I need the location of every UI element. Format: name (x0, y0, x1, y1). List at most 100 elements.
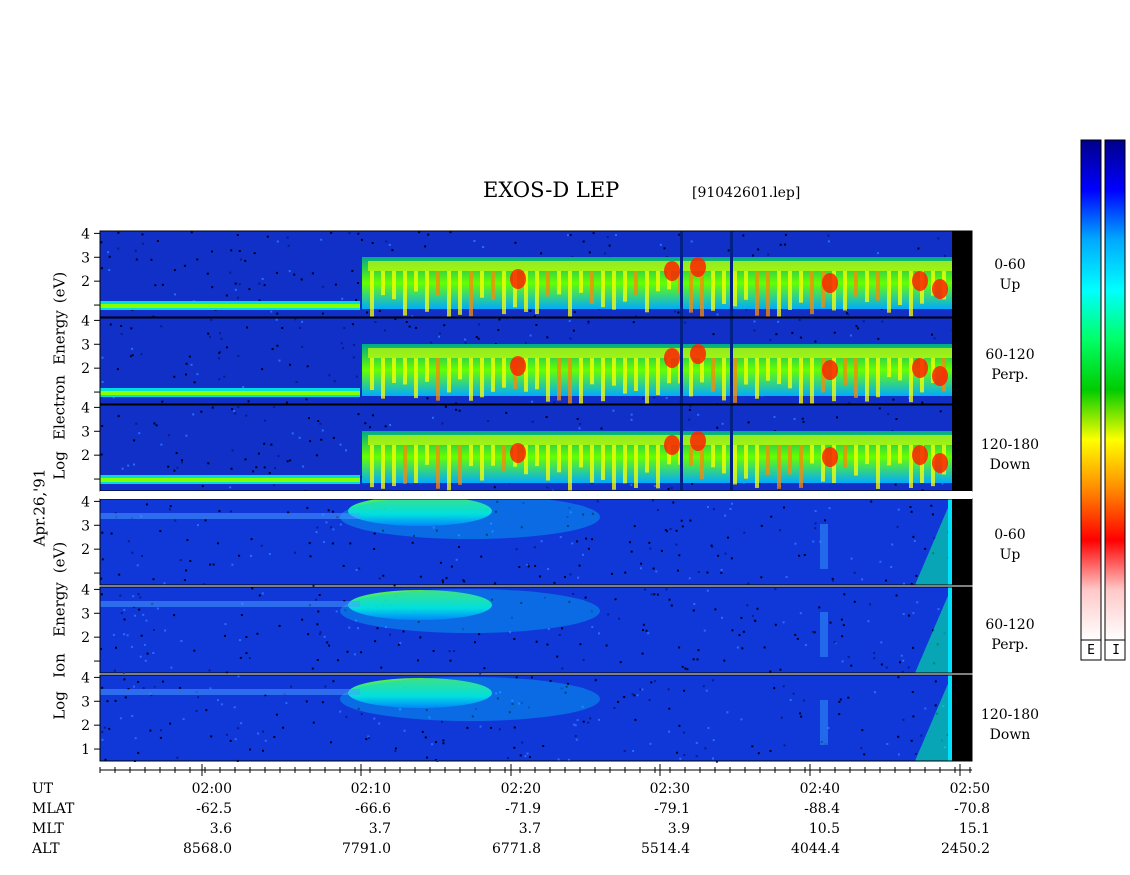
noise-dot (419, 575, 422, 578)
noise-dot (209, 563, 212, 566)
y-tick-label: 3 (81, 424, 90, 440)
y-tick-label: 3 (81, 518, 90, 534)
noise-dot (667, 487, 670, 490)
noise-dot (100, 267, 103, 270)
noise-dot (101, 356, 104, 359)
noise-dot (160, 325, 163, 328)
noise-dot (480, 555, 483, 558)
electron-striation (634, 358, 638, 392)
noise-dot (801, 417, 804, 420)
noise-dot (757, 752, 760, 755)
noise-dot (679, 757, 682, 760)
noise-dot (770, 515, 773, 518)
noise-dot (309, 555, 312, 558)
noise-dot (197, 696, 200, 699)
noise-dot (675, 529, 678, 532)
electron-striation (711, 271, 715, 311)
noise-dot (740, 718, 743, 721)
noise-dot (517, 702, 520, 705)
noise-dot (789, 699, 792, 701)
noise-dot (675, 543, 678, 546)
noise-dot (487, 420, 490, 422)
noise-dot (100, 593, 103, 596)
noise-dot (697, 571, 700, 573)
electron-hot-spot (664, 435, 680, 455)
noise-dot (702, 685, 705, 688)
noise-dot (123, 633, 126, 636)
noise-dot (415, 326, 417, 329)
noise-dot (544, 596, 546, 599)
noise-dot (924, 547, 927, 550)
noise-dot (394, 747, 397, 750)
noise-dot (777, 320, 780, 323)
electron-striation (612, 271, 616, 310)
noise-dot (430, 341, 433, 344)
electron-ylabel-electron: Electron (50, 375, 69, 440)
noise-dot (740, 616, 743, 619)
noise-dot (697, 413, 700, 416)
electron-striation (436, 358, 440, 401)
noise-dot (582, 720, 585, 723)
noise-dot (218, 357, 220, 360)
electron-striation (370, 271, 374, 317)
electron-striation (865, 358, 869, 402)
ion-streak-late (820, 524, 828, 569)
noise-dot (130, 327, 133, 330)
noise-dot (389, 633, 391, 636)
noise-dot (689, 519, 692, 522)
noise-dot (579, 643, 582, 646)
electron-striation (447, 445, 451, 491)
noise-dot (378, 722, 381, 725)
electron-striation (700, 445, 704, 480)
noise-dot (352, 356, 355, 359)
noise-dot (506, 757, 509, 760)
noise-dot (419, 636, 422, 639)
noise-dot (220, 703, 223, 706)
electron-striation (645, 271, 649, 313)
electron-dropout (680, 405, 683, 491)
noise-dot (181, 461, 183, 464)
noise-dot (445, 577, 448, 580)
noise-dot (867, 620, 870, 623)
noise-dot (520, 526, 523, 529)
noise-dot (900, 654, 903, 657)
electron-striation (579, 271, 583, 293)
y-tick-label: 2 (81, 448, 90, 464)
noise-dot (831, 577, 834, 580)
noise-dot (355, 569, 358, 571)
electron-low-band-core (100, 478, 360, 482)
noise-dot (103, 726, 106, 729)
panel-label-ion-perp: 60-120 Perp. (975, 615, 1045, 655)
electron-striation (425, 271, 429, 312)
electron-striation (568, 445, 572, 491)
noise-dot (582, 659, 585, 662)
noise-dot (348, 626, 351, 629)
noise-dot (378, 309, 381, 312)
noise-dot (612, 409, 615, 412)
electron-striation (733, 358, 737, 403)
noise-dot (847, 313, 850, 316)
ion-late-feature (915, 503, 950, 585)
noise-dot (317, 610, 320, 613)
noise-dot (564, 691, 567, 694)
noise-dot (642, 397, 645, 400)
noise-dot (578, 427, 581, 430)
y-tick-label: 4 (81, 313, 90, 329)
noise-dot (135, 422, 138, 425)
colorbar (1080, 139, 1102, 641)
electron-striation (546, 271, 550, 297)
noise-dot (847, 696, 850, 699)
noise-dot (101, 731, 104, 733)
noise-dot (678, 646, 681, 649)
electron-striation (777, 445, 781, 489)
noise-dot (540, 540, 543, 543)
noise-dot (746, 604, 749, 607)
electron-striation (810, 445, 814, 464)
noise-dot (108, 727, 111, 730)
noise-dot (257, 452, 260, 455)
panel-frame (99, 230, 973, 318)
noise-dot (569, 234, 572, 236)
electron-hot-spot (932, 366, 948, 386)
electron-striation (392, 358, 396, 383)
noise-dot (290, 685, 293, 688)
